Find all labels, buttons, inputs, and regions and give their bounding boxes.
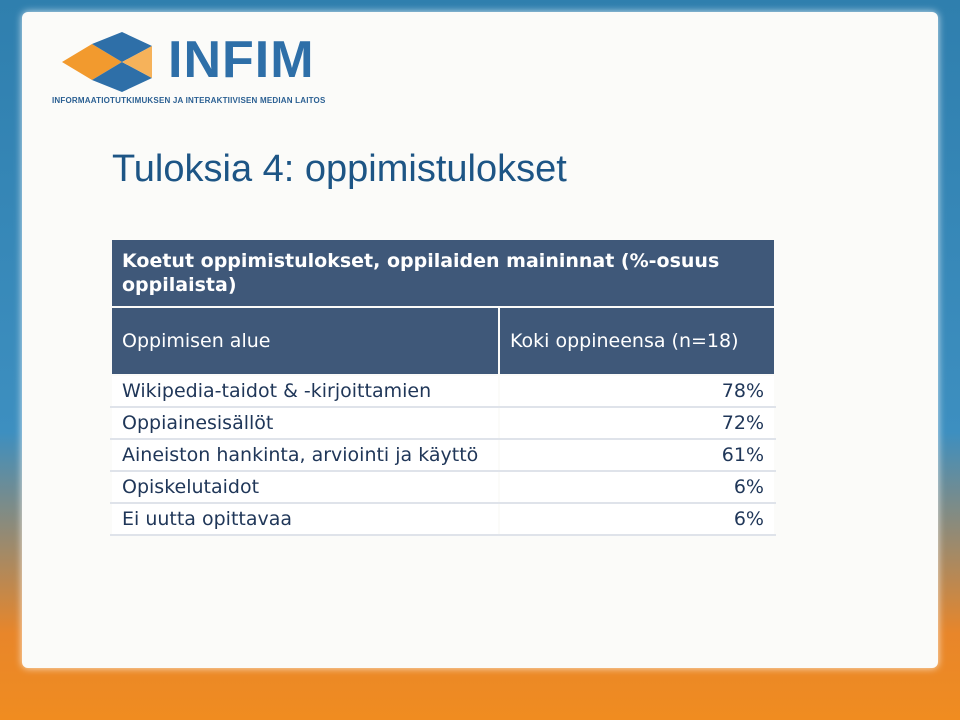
table-row: Aineiston hankinta, arviointi ja käyttö 6… <box>110 438 776 472</box>
slide-title: Tuloksia 4: oppimistulokset <box>112 148 567 190</box>
column-header: Koki oppineensa (n=18) <box>498 306 776 376</box>
area-cell: Opiskelutaidot <box>110 470 500 504</box>
logo-mark <box>62 32 152 92</box>
column-header: Oppimisen alue <box>110 306 500 376</box>
area-cell: Oppiainesisällöt <box>110 406 500 440</box>
table-row: Ei uutta opittavaa 6% <box>110 502 776 536</box>
logo-text: INFIM <box>168 31 315 89</box>
percent-cell: 6% <box>498 502 776 536</box>
percent-cell: 78% <box>498 374 776 408</box>
area-cell: Wikipedia-taidot & -kirjoittamien <box>110 374 500 408</box>
percent-cell: 6% <box>498 470 776 504</box>
percent-cell: 72% <box>498 406 776 440</box>
area-cell: Ei uutta opittavaa <box>110 502 500 536</box>
percent-cell: 61% <box>498 438 776 472</box>
results-table: Koetut oppimistulokset, oppilaiden maini… <box>110 238 776 536</box>
table-row: Wikipedia-taidot & -kirjoittamien 78% <box>110 374 776 408</box>
table-row: Opiskelutaidot 6% <box>110 470 776 504</box>
logo-subtitle: INFORMAATIOTUTKIMUKSEN JA INTERAKTIIVISE… <box>52 96 326 105</box>
area-cell: Aineiston hankinta, arviointi ja käyttö <box>110 438 500 472</box>
table-caption: Koetut oppimistulokset, oppilaiden maini… <box>110 238 776 308</box>
table-row: Oppiainesisällöt 72% <box>110 406 776 440</box>
